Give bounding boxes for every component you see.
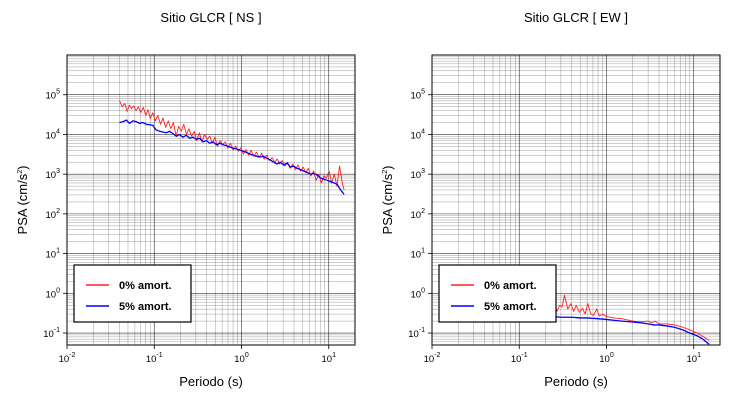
y-tick-label: 101 <box>411 248 426 261</box>
y-tick-label: 102 <box>46 208 61 221</box>
x-tick-label: 10-2 <box>424 352 441 365</box>
y-tick-label: 100 <box>411 287 426 300</box>
legend: 0% amort. 5% amort. <box>73 264 192 323</box>
y-tick-label: 100 <box>46 287 61 300</box>
x-axis-label: Periodo (s) <box>179 374 243 389</box>
y-tick-label: 103 <box>46 168 61 181</box>
y-tick-label: 10-1 <box>43 327 60 340</box>
legend-box <box>438 264 557 323</box>
y-tick-label: 104 <box>411 128 426 141</box>
series-line-5pct <box>119 119 345 195</box>
series-group <box>119 100 345 195</box>
chart-panel-2: 10-2 10-1 100 101 10-1 100 101 102 103 104 105 Siti… <box>380 10 721 389</box>
y-tick-label: 105 <box>46 89 61 102</box>
x-tick-label: 101 <box>686 352 701 365</box>
y-tick-label: 103 <box>411 168 426 181</box>
y-tick-label: 10-1 <box>408 327 425 340</box>
legend-box <box>73 264 192 323</box>
plot-frame <box>66 54 356 346</box>
x-axis-label: Periodo (s) <box>544 374 608 389</box>
y-axis-label: PSA (cm/s2) <box>380 166 395 235</box>
x-tick-label: 101 <box>321 352 336 365</box>
chart-panel-1: 10-2 10-1 100 101 10-1 100 101 102 103 104 105 Siti… <box>15 10 356 389</box>
x-tick-label: 100 <box>234 352 249 365</box>
chart-title: Sitio GLCR [ NS ] <box>160 10 261 25</box>
x-tick-label: 10-1 <box>511 352 528 365</box>
x-tick-label: 10-2 <box>59 352 76 365</box>
legend-label: 5% amort. <box>119 301 172 313</box>
x-tick-label: 100 <box>599 352 614 365</box>
grid <box>66 54 356 346</box>
chart-title: Sitio GLCR [ EW ] <box>524 10 628 25</box>
x-tick-label: 10-1 <box>146 352 163 365</box>
y-axis-label: PSA (cm/s2) <box>15 166 30 235</box>
legend-label: 0% amort. <box>484 280 537 292</box>
y-tick-label: 105 <box>411 89 426 102</box>
y-tick-label: 104 <box>46 128 61 141</box>
series-line-0pct <box>119 100 345 191</box>
legend-label: 0% amort. <box>119 280 172 292</box>
legend-label: 5% amort. <box>484 301 537 313</box>
y-tick-label: 102 <box>411 208 426 221</box>
legend: 0% amort. 5% amort. <box>438 264 557 323</box>
plot-frame <box>431 54 721 346</box>
y-tick-label: 101 <box>46 248 61 261</box>
